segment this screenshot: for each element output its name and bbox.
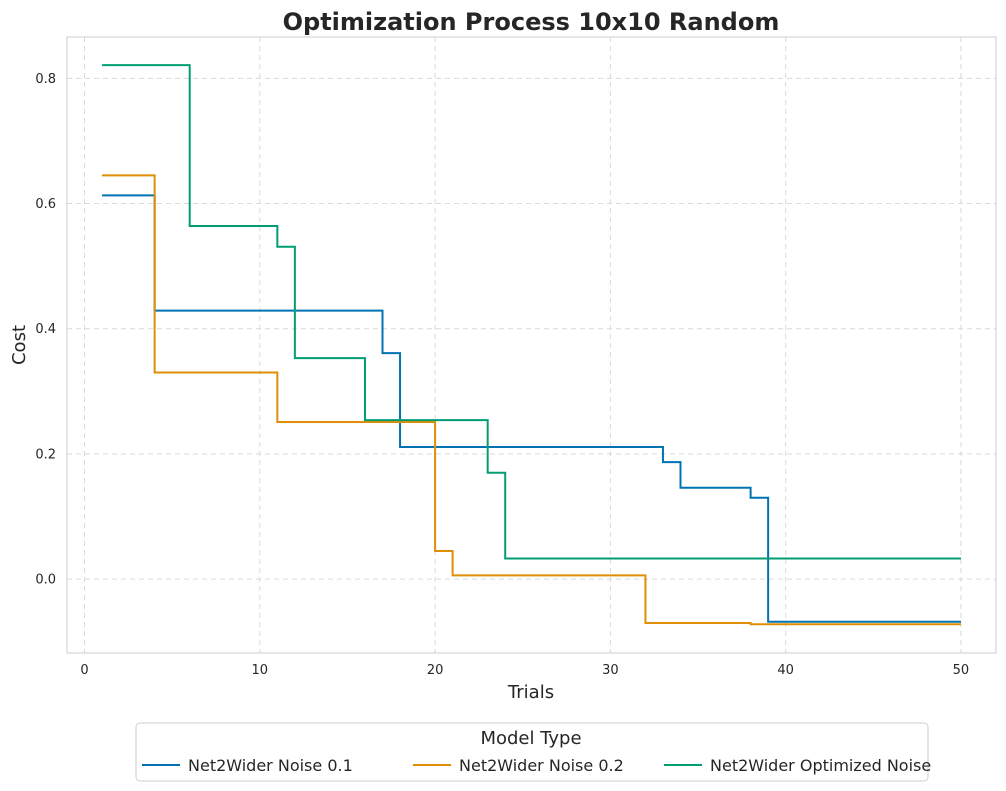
x-tick-label: 20 xyxy=(427,663,444,678)
series-line-0 xyxy=(102,194,961,623)
x-axis-label: Trials xyxy=(507,682,554,703)
legend-entry-label: Net2Wider Noise 0.2 xyxy=(459,756,624,775)
legend-entry-label: Net2Wider Noise 0.1 xyxy=(188,756,353,775)
x-tick-label: 30 xyxy=(602,663,619,678)
plot-area-frame xyxy=(66,36,997,654)
y-tick-label: 0.4 xyxy=(35,322,56,337)
x-tick-label: 50 xyxy=(953,663,970,678)
y-tick-label: 0.0 xyxy=(35,573,56,588)
chart-title: Optimization Process 10x10 Random xyxy=(283,8,780,36)
series-lines xyxy=(102,64,961,626)
y-tick-label: 0.8 xyxy=(35,72,56,87)
legend: Model Type Net2Wider Noise 0.1 Net2Wider … xyxy=(135,722,931,782)
legend-entry-label: Net2Wider Optimized Noise xyxy=(710,756,931,775)
series-line-2 xyxy=(102,64,961,560)
x-tick-labels: 0 10 20 30 40 50 xyxy=(80,663,969,678)
legend-title: Model Type xyxy=(480,728,581,749)
y-tick-labels: 0.0 0.2 0.4 0.6 0.8 xyxy=(35,72,56,588)
y-tick-label: 0.2 xyxy=(35,447,56,462)
x-tick-label: 10 xyxy=(252,663,269,678)
grid xyxy=(67,37,996,653)
y-tick-label: 0.6 xyxy=(35,197,56,212)
x-tick-label: 40 xyxy=(777,663,794,678)
x-tick-label: 0 xyxy=(80,663,88,678)
y-axis-label: Cost xyxy=(9,325,30,365)
series-line-1 xyxy=(102,174,961,626)
legend-entries: Net2Wider Noise 0.1 Net2Wider Noise 0.2 Ne… xyxy=(142,756,931,775)
legend-box xyxy=(135,722,929,782)
